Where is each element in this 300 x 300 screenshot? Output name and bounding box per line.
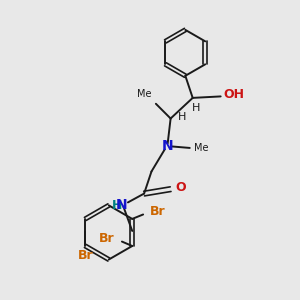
Text: Me: Me: [194, 143, 209, 153]
Text: N: N: [116, 198, 127, 212]
Text: Me: Me: [137, 89, 152, 99]
Text: Br: Br: [150, 205, 166, 218]
Text: Br: Br: [77, 249, 93, 262]
Text: H: H: [178, 112, 186, 122]
Text: H: H: [112, 199, 122, 212]
Text: OH: OH: [224, 88, 244, 101]
Text: N: N: [162, 140, 173, 154]
Text: O: O: [175, 181, 186, 194]
Text: Br: Br: [99, 232, 115, 245]
Text: H: H: [192, 103, 200, 113]
